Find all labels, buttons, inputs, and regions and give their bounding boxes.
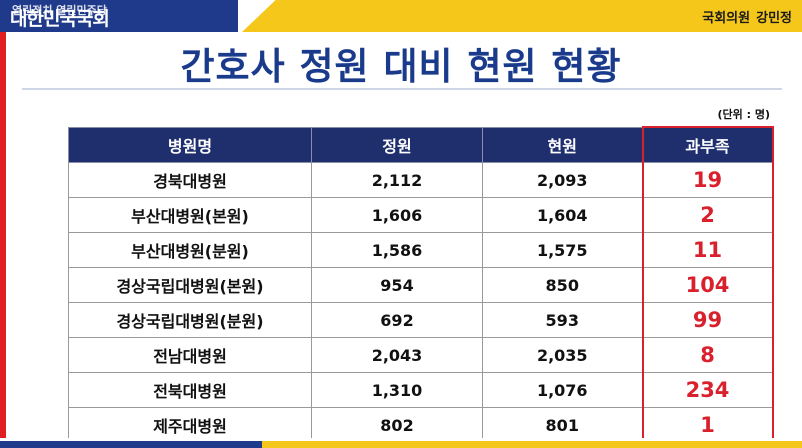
- quota-cell: 2,043: [311, 337, 483, 373]
- bottom-blue-bar: [0, 441, 262, 448]
- page-title: 간호사 정원 대비 현원 현황: [180, 45, 622, 88]
- table-row: 경상국립대병원(본원) 954 850 104: [68, 267, 774, 303]
- hospital-name-cell: 경상국립대병원(분원): [68, 302, 312, 338]
- current-cell: 801: [482, 407, 643, 444]
- assembly-logo-text: 대한민국국회: [10, 8, 110, 30]
- member-label: 국회의원 강민정: [702, 7, 792, 26]
- quota-cell: 2,112: [311, 162, 483, 198]
- current-cell: 1,604: [482, 197, 643, 233]
- hospital-name-cell: 전남대병원: [68, 337, 312, 373]
- current-cell: 850: [482, 267, 643, 303]
- hospital-name-cell: 부산대병원(분원): [68, 232, 312, 268]
- table-row: 부산대병원(본원) 1,606 1,604 2: [68, 197, 774, 233]
- left-accent-stripe: [0, 32, 6, 448]
- table-row: 경상국립대병원(분원) 692 593 99: [68, 302, 774, 338]
- table-row: 제주대병원 802 801 1: [68, 407, 774, 444]
- quota-cell: 1,606: [311, 197, 483, 233]
- current-cell: 2,093: [482, 162, 643, 198]
- unit-label: (단위 : 명): [717, 108, 770, 121]
- column-header-hospital: 병원명: [68, 126, 312, 163]
- column-header-current: 현원: [482, 126, 643, 163]
- member-banner: [242, 0, 802, 32]
- member-title: 국회의원: [702, 11, 751, 26]
- assembly-logo-banner: 대한민국국회 열린정치 열린민주당: [0, 0, 238, 32]
- shortage-cell: 19: [641, 162, 774, 198]
- bottom-yellow-bar: [262, 441, 802, 448]
- member-name: 강민정: [756, 11, 792, 26]
- quota-cell: 1,586: [311, 232, 483, 268]
- table-row: 전남대병원 2,043 2,035 8: [68, 337, 774, 373]
- current-cell: 2,035: [482, 337, 643, 373]
- table-row: 전북대병원 1,310 1,076 234: [68, 372, 774, 408]
- quota-cell: 954: [311, 267, 483, 303]
- column-header-shortage: 과부족: [641, 126, 774, 163]
- hospital-name-cell: 전북대병원: [68, 372, 312, 408]
- current-cell: 1,575: [482, 232, 643, 268]
- hospital-name-cell: 경상국립대병원(본원): [68, 267, 312, 303]
- nurse-staffing-table: 병원명 정원 현원 과부족 경북대병원 2,112 2,093 19 부산대병원…: [68, 126, 774, 444]
- current-cell: 593: [482, 302, 643, 338]
- hospital-name-cell: 제주대병원: [68, 407, 312, 444]
- hospital-name-cell: 부산대병원(본원): [68, 197, 312, 233]
- shortage-cell: 99: [641, 302, 774, 338]
- top-bar: 대한민국국회 열린정치 열린민주당 국회의원 강민정: [0, 0, 802, 32]
- table-row: 경북대병원 2,112 2,093 19: [68, 162, 774, 198]
- shortage-cell: 8: [641, 337, 774, 373]
- shortage-cell: 2: [641, 197, 774, 233]
- shortage-cell: 11: [641, 232, 774, 268]
- quota-cell: 692: [311, 302, 483, 338]
- logo-overlay-text: 열린정치 열린민주당: [12, 4, 107, 17]
- hospital-name-cell: 경북대병원: [68, 162, 312, 198]
- column-header-quota: 정원: [311, 126, 483, 163]
- shortage-cell: 234: [641, 372, 774, 408]
- shortage-cell: 104: [641, 267, 774, 303]
- table-row: 부산대병원(분원) 1,586 1,575 11: [68, 232, 774, 268]
- title-divider: [22, 88, 782, 90]
- quota-cell: 1,310: [311, 372, 483, 408]
- current-cell: 1,076: [482, 372, 643, 408]
- table-header-row: 병원명 정원 현원 과부족: [68, 126, 774, 163]
- shortage-cell: 1: [641, 407, 774, 444]
